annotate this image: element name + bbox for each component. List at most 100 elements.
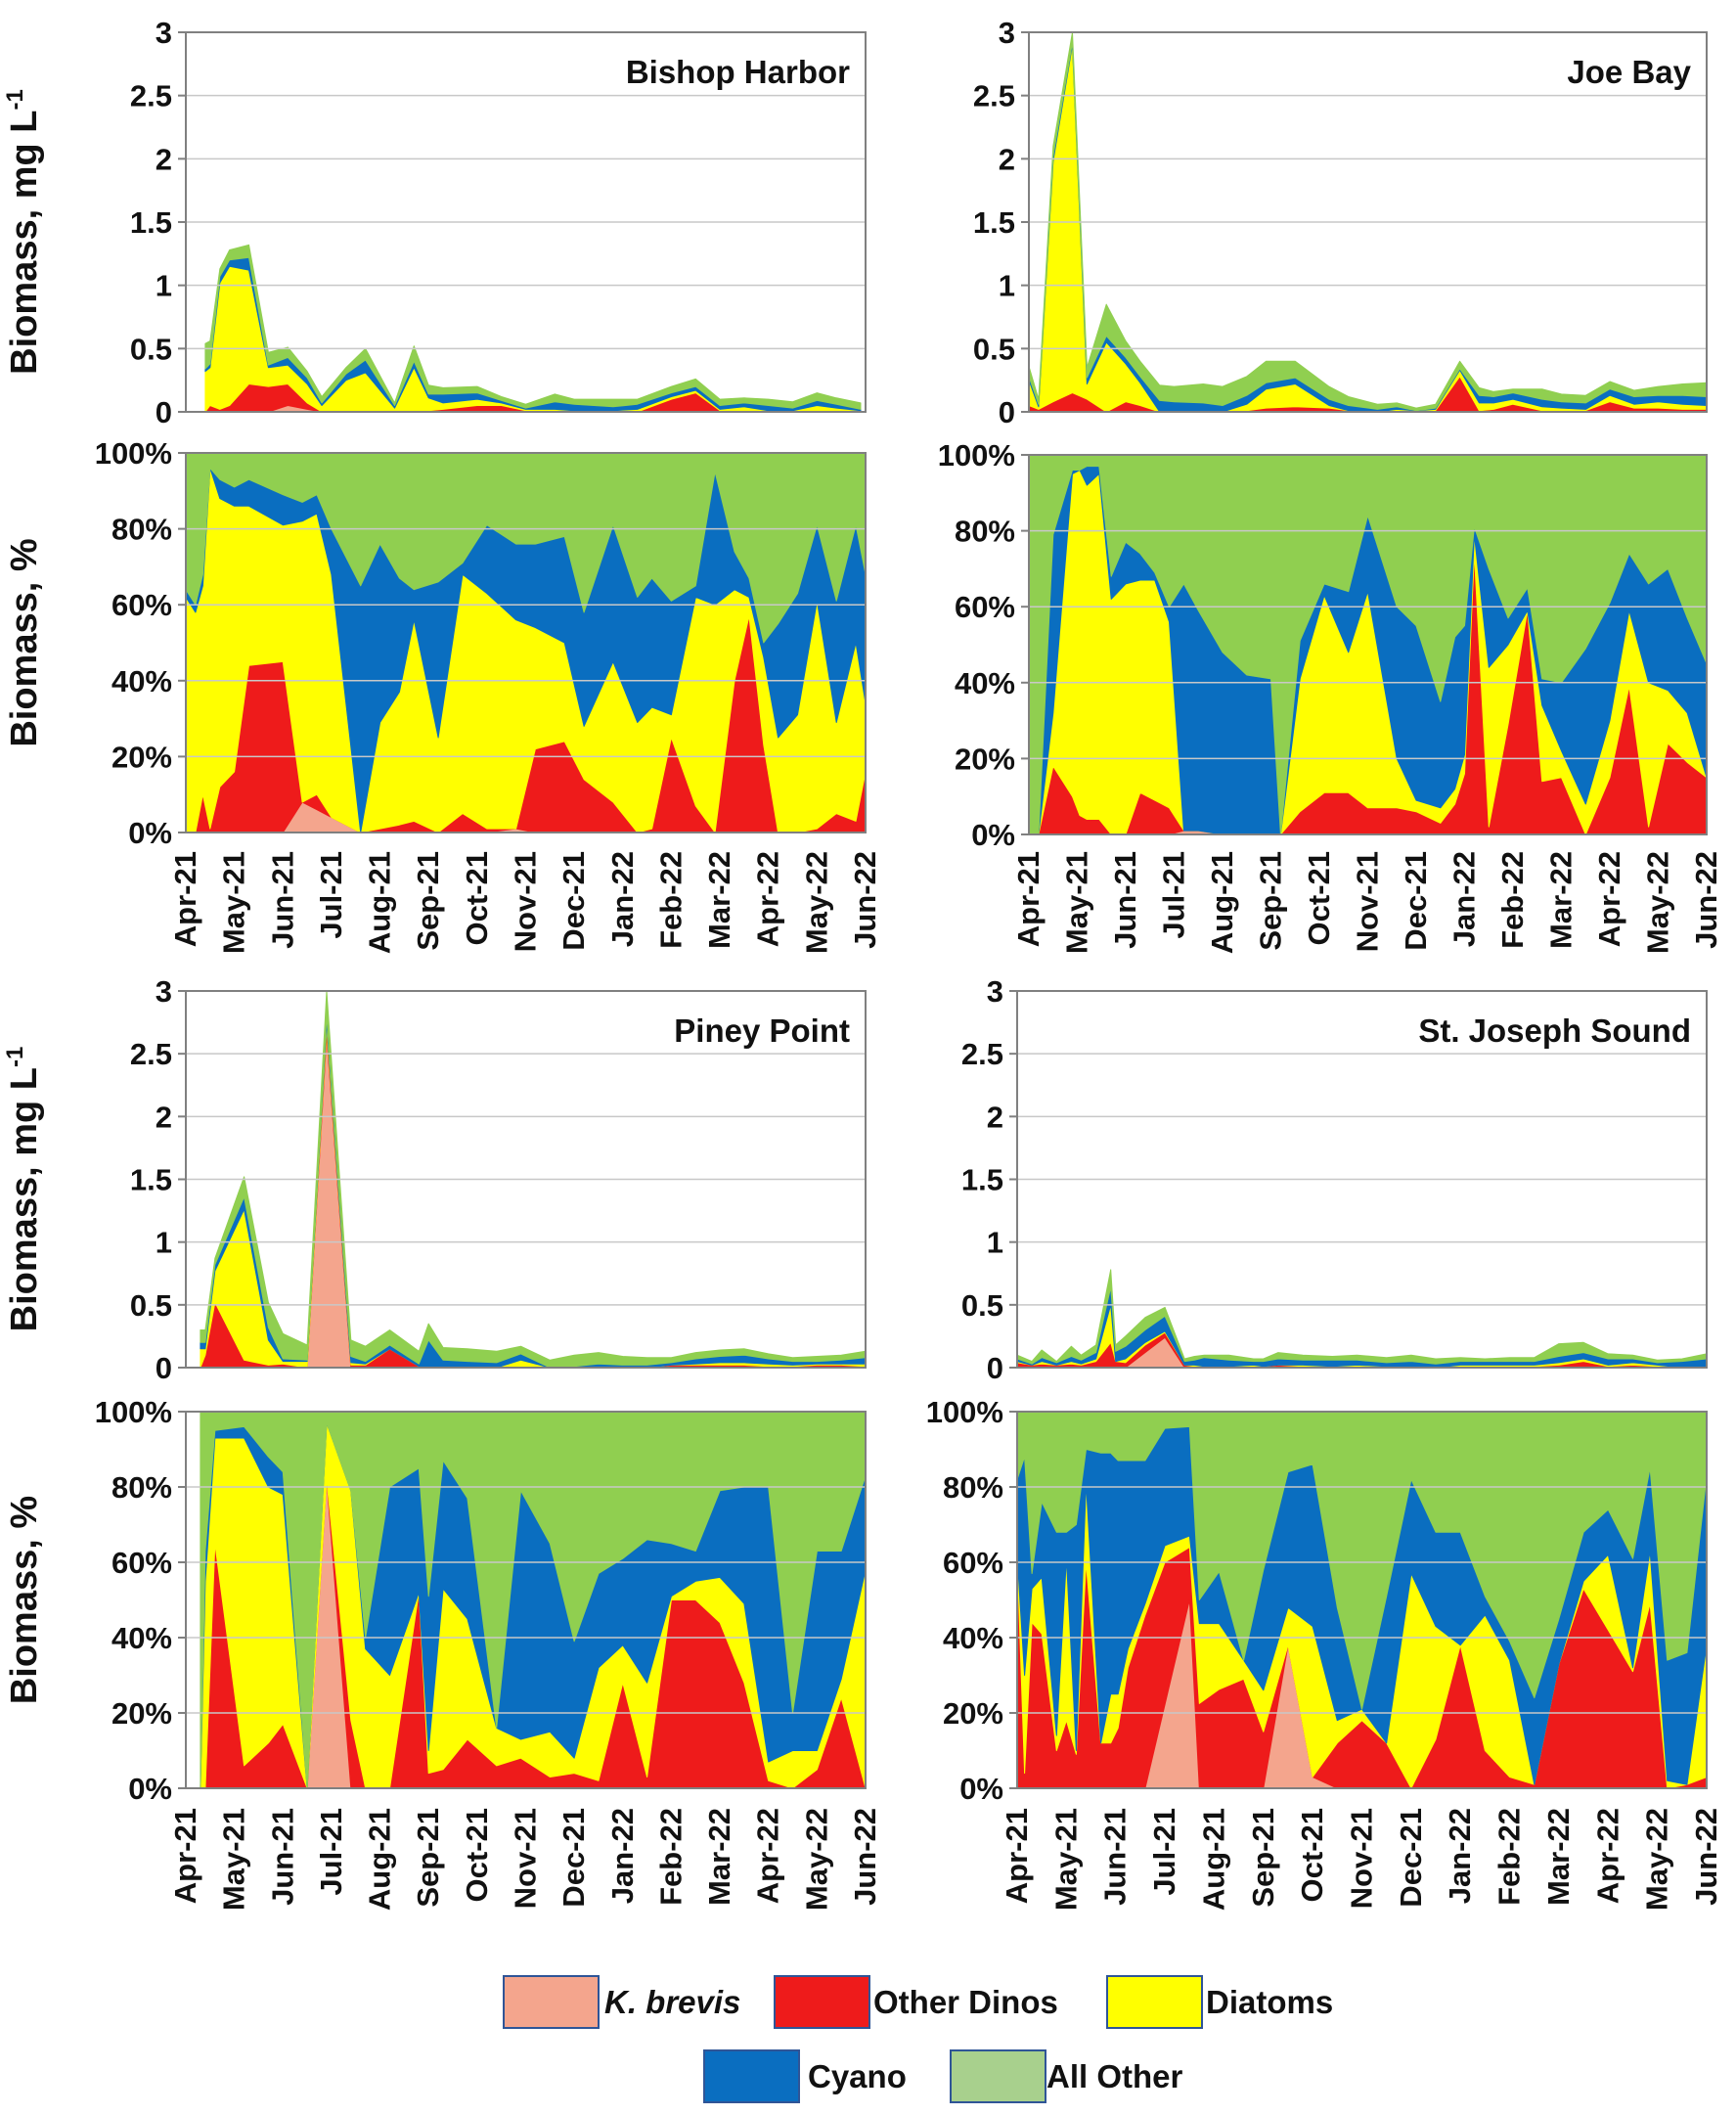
x-tick-label: Jun-21 — [265, 851, 299, 949]
x-tick-label: Apr-21 — [1000, 1808, 1034, 1904]
x-tick-label: Sep-21 — [1254, 851, 1288, 951]
panel-title: Piney Point — [674, 1012, 850, 1049]
y-tick-label: 80% — [943, 1470, 1003, 1505]
x-tick-label: Apr-22 — [1592, 851, 1626, 947]
percent-chart: 0% 20% 40% 60% 80% 100% — [95, 436, 867, 850]
biomass-chart: 0 0.5 1 1.5 2 2.5 3 Joe Bay — [973, 16, 1708, 429]
y-axis-title: Biomass, % — [4, 538, 45, 746]
x-tick-label: Apr-22 — [751, 851, 785, 947]
y-tick-label: 1 — [156, 269, 172, 303]
x-tick-label: Jun-22 — [1689, 851, 1723, 949]
x-tick-label: Nov-21 — [509, 1808, 543, 1909]
x-tick-label: May-22 — [799, 851, 833, 954]
plot-frame — [1028, 454, 1708, 835]
legend-label-dinos: Other Dinos — [873, 1984, 1058, 2020]
y-tick-label: 0% — [128, 1772, 172, 1806]
x-tick-label: Sep-21 — [411, 1808, 445, 1908]
y-tick-label: 1 — [156, 1226, 172, 1260]
x-tick-label: Jun-21 — [265, 1808, 299, 1906]
x-tick-label: Nov-21 — [509, 851, 543, 952]
x-tick-label: Jun-21 — [1098, 1808, 1133, 1906]
y-tick-label: 80% — [111, 1470, 172, 1505]
x-tick-label: Sep-21 — [411, 851, 445, 951]
y-tick-label: 2.5 — [973, 79, 1015, 113]
y-tick-label: 0% — [959, 1772, 1003, 1806]
x-tick-label: Jun-21 — [1108, 851, 1142, 949]
x-tick-label: Mar-22 — [1544, 851, 1579, 949]
y-tick-label: 0.5 — [961, 1288, 1003, 1323]
y-tick-label: 0 — [156, 1351, 172, 1385]
legend: K. brevis Other Dinos Diatoms Cyano All … — [503, 1975, 1333, 2103]
panel-title: Joe Bay — [1567, 54, 1691, 90]
y-tick-label: 0% — [971, 818, 1015, 852]
y-tick-label: 2 — [999, 142, 1015, 176]
x-tick-label: Sep-21 — [1246, 1808, 1280, 1908]
x-tick-label: May-21 — [1060, 851, 1094, 954]
x-tick-label: May-21 — [217, 851, 251, 954]
legend-label-other: All Other — [1046, 2058, 1183, 2094]
x-tick-label: Jul-21 — [1147, 1808, 1181, 1896]
plot-frame — [1016, 1411, 1708, 1789]
x-tick-label: May-22 — [799, 1808, 833, 1911]
y-tick-label: 1.5 — [130, 205, 172, 240]
x-tick-label: Jan-22 — [605, 851, 640, 947]
area-other — [204, 244, 862, 410]
y-tick-label: 3 — [156, 974, 172, 1009]
y-tick-label: 60% — [943, 1546, 1003, 1580]
y-tick-label: 0% — [128, 816, 172, 850]
legend-label-kbrevis: K. brevis — [604, 1984, 740, 2020]
y-tick-label: 1.5 — [130, 1163, 172, 1197]
y-tick-label: 20% — [111, 1696, 172, 1731]
y-tick-label: 3 — [987, 974, 1003, 1009]
legend-swatch-dinos — [774, 1975, 870, 2029]
y-tick-label: 0 — [987, 1351, 1003, 1385]
y-tick-label: 2.5 — [961, 1037, 1003, 1071]
y-tick-label: 100% — [95, 1395, 172, 1429]
x-tick-label: Mar-22 — [1541, 1808, 1576, 1906]
y-tick-label: 60% — [111, 588, 172, 622]
x-tick-label: Dec-21 — [1394, 1808, 1428, 1908]
x-tick-label: Oct-21 — [1302, 851, 1336, 945]
x-tick-label: Dec-21 — [1399, 851, 1433, 951]
x-tick-label: Jul-21 — [314, 1808, 348, 1896]
legend-label-diatoms: Diatoms — [1206, 1984, 1333, 2020]
y-tick-label: 1.5 — [961, 1163, 1003, 1197]
x-tick-label: Apr-21 — [168, 851, 202, 947]
x-tick-label: Dec-21 — [556, 851, 591, 951]
x-tick-label: Jun-22 — [1689, 1808, 1723, 1906]
x-tick-label: Aug-21 — [1196, 1808, 1230, 1911]
x-tick-label: Feb-22 — [1495, 851, 1530, 949]
y-tick-label: 60% — [955, 590, 1015, 624]
y-tick-label: 2 — [987, 1100, 1003, 1134]
biomass-chart: 0 0.5 1 1.5 2 2.5 3 Bishop Harbor — [130, 16, 867, 429]
plot-frame — [185, 1411, 867, 1789]
y-tick-label: 2.5 — [130, 79, 172, 113]
y-axis-title: Biomass, mg L-1 — [2, 1047, 45, 1332]
y-tick-label: 60% — [111, 1546, 172, 1580]
percent-chart: 0% 20% 40% 60% 80% 100% — [926, 1395, 1708, 1806]
y-tick-label: 100% — [926, 1395, 1003, 1429]
x-tick-label: Oct-21 — [460, 851, 494, 945]
x-tick-label: Aug-21 — [1205, 851, 1239, 954]
panel-st-joseph-sound: 0 0.5 1 1.5 2 2.5 3 St. Joseph Sound 0% 20% 40% 60%… — [926, 974, 1723, 1911]
x-tick-label: Jan-22 — [1443, 1808, 1477, 1904]
x-tick-label: Apr-22 — [751, 1808, 785, 1904]
y-tick-label: 2 — [156, 1100, 172, 1134]
y-tick-label: 40% — [943, 1621, 1003, 1655]
y-tick-label: 0.5 — [130, 332, 172, 366]
x-tick-label: Dec-21 — [556, 1808, 591, 1908]
y-tick-label: 0.5 — [973, 332, 1015, 366]
panel-title: Bishop Harbor — [626, 54, 850, 90]
x-tick-label: Jul-21 — [314, 851, 348, 939]
panel-title: St. Joseph Sound — [1418, 1012, 1691, 1049]
x-tick-label: Oct-21 — [1295, 1808, 1329, 1902]
x-tick-label: Jul-21 — [1157, 851, 1191, 939]
legend-swatch-cyano — [703, 2049, 800, 2103]
x-tick-label: Apr-21 — [168, 1808, 202, 1904]
y-tick-label: 3 — [156, 16, 172, 50]
y-tick-label: 0 — [156, 395, 172, 429]
plot-frame — [185, 452, 867, 833]
x-tick-label: Feb-22 — [653, 1808, 688, 1906]
biomass-chart: 0 0.5 1 1.5 2 2.5 3 Piney Point — [130, 974, 867, 1385]
